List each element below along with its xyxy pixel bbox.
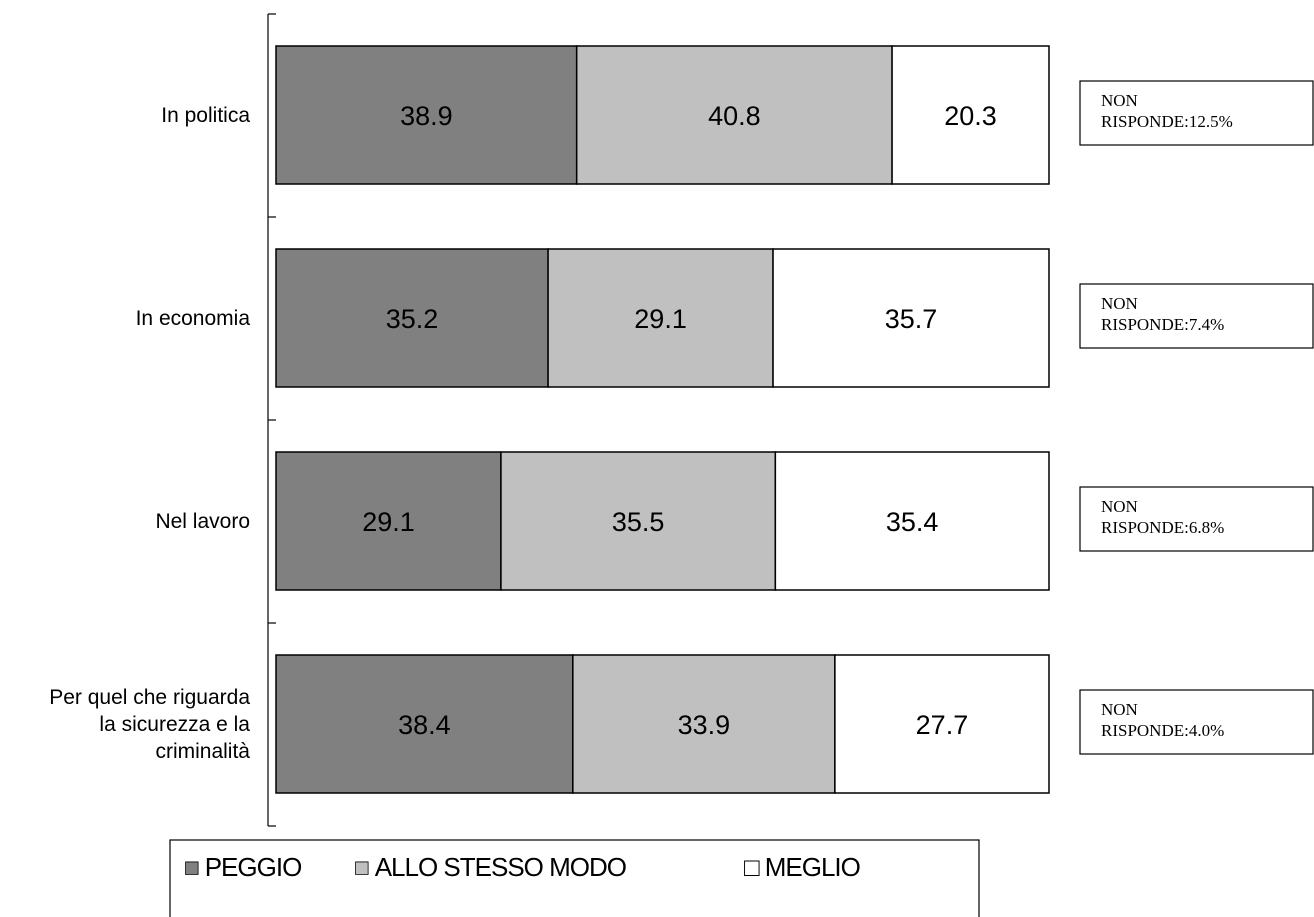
- category-label: Per quel che riguarda la sicurezza e la cr…: [49, 686, 250, 763]
- no-answer-box: [1079, 486, 1314, 552]
- legend-entry: ■ ALLO STESSO MODO: [354, 852, 626, 882]
- no-answer-box: [1079, 689, 1314, 755]
- bar-value-label: 33.9: [678, 710, 731, 740]
- bar-value-label: 35.5: [612, 507, 665, 537]
- bar-value-label: 35.7: [885, 304, 938, 334]
- bar-value-label: 27.7: [916, 710, 969, 740]
- no-answer-box: [1079, 283, 1314, 349]
- legend-entry: ■ PEGGIO: [184, 852, 301, 882]
- no-answer-box: [1079, 80, 1314, 146]
- bar-segment: [275, 654, 574, 794]
- no-answer-text: NON RISPONDE:12.5%: [1101, 91, 1233, 131]
- category-label: Nel lavoro: [155, 510, 250, 533]
- bar-segment: [772, 248, 1050, 388]
- y-axis: [267, 13, 276, 827]
- category-label: In economia: [136, 307, 251, 330]
- bar-segment: [547, 248, 774, 388]
- bar-value-label: 20.3: [944, 101, 997, 131]
- no-answer-text: NON RISPONDE:6.8%: [1101, 497, 1224, 537]
- bar-value-label: 38.4: [398, 710, 451, 740]
- bar-value-label: 35.4: [886, 507, 939, 537]
- bar-segment: [275, 248, 549, 388]
- bar-segment: [500, 451, 777, 591]
- bar-value-label: 29.1: [362, 507, 415, 537]
- category-label: In politica: [161, 104, 250, 127]
- bar-segment: [572, 654, 836, 794]
- bar-value-label: 29.1: [634, 304, 687, 334]
- bar-segment: [774, 451, 1050, 591]
- no-answer-text: NON RISPONDE:4.0%: [1101, 700, 1224, 740]
- bars: 38.9 40.8 20.3 35.2 29.1 35.7 29.1 35.5 35.4 38.4…: [275, 45, 1050, 794]
- bar-value-label: 40.8: [708, 101, 761, 131]
- bar-segment: [834, 654, 1050, 794]
- legend: ■ PEGGIO ■ ALLO STESSO MODO □ MEGLIO: [169, 839, 980, 917]
- no-answer-text: NON RISPONDE:7.4%: [1101, 294, 1224, 334]
- bar-segment: [275, 451, 502, 591]
- legend-entry: □ MEGLIO: [744, 852, 860, 882]
- no-answer-notes: NON RISPONDE:12.5% NON RISPONDE:7.4% NON RISP…: [1079, 80, 1314, 755]
- bar-value-label: 38.9: [400, 101, 453, 131]
- category-labels: In politica In economia Nel lavoro Per quel…: [49, 104, 250, 763]
- bar-segment: [891, 45, 1050, 185]
- bar-value-label: 35.2: [386, 304, 439, 334]
- bar-segment: [275, 45, 578, 185]
- legend-box: [169, 839, 980, 917]
